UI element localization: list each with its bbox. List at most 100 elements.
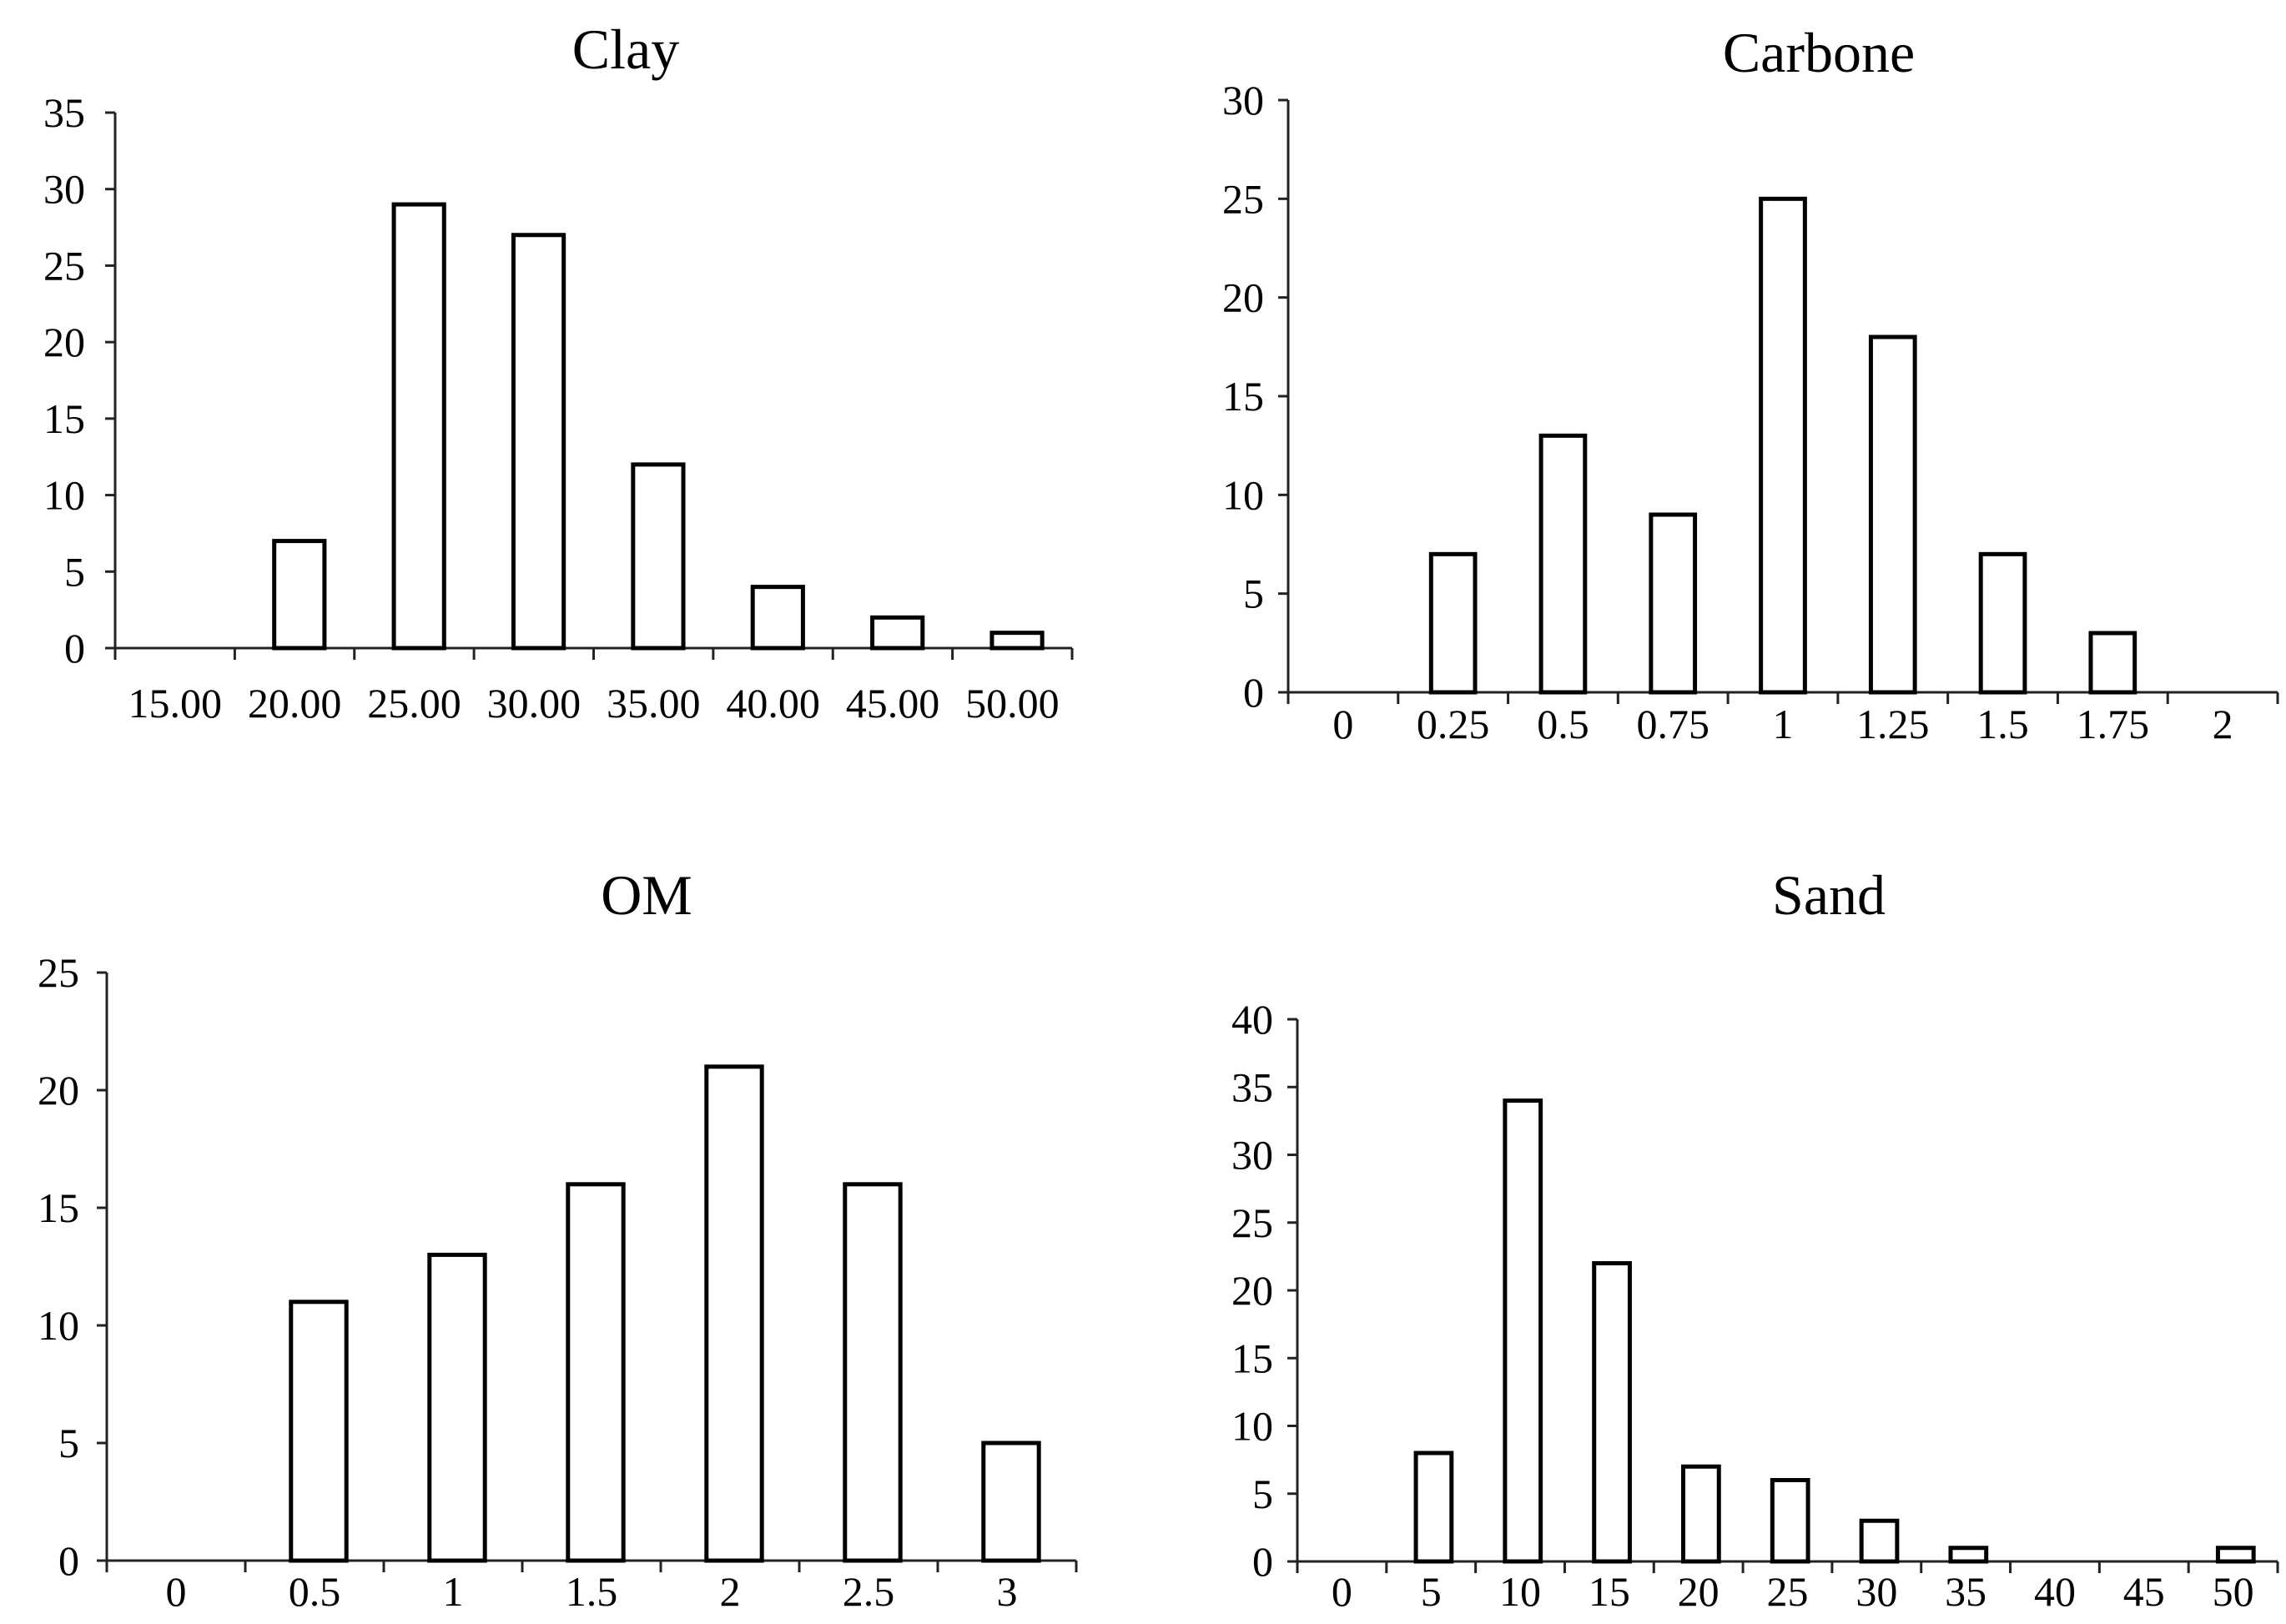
bar-sand-15 bbox=[1592, 1261, 1632, 1564]
y-tick-label: 35 bbox=[43, 89, 85, 136]
chart-panel-om: OM 0 5 10 15 20 25 0 0.5 1 1.5 2 2.5 3 bbox=[38, 863, 1078, 1615]
x-tick-label: 25.00 bbox=[367, 680, 461, 727]
y-tick-label: 5 bbox=[1252, 1471, 1273, 1517]
bar-clay-45.00 bbox=[870, 615, 925, 651]
y-tick-label: 40 bbox=[1231, 996, 1273, 1043]
y-tick-label: 15 bbox=[1231, 1335, 1273, 1381]
y-tick-label: 30 bbox=[1231, 1132, 1273, 1179]
x-tick-label: 15 bbox=[1589, 1568, 1630, 1615]
y-tick-label: 0 bbox=[64, 625, 85, 671]
y-tick-label: 20 bbox=[1231, 1267, 1273, 1314]
chart-panel-clay: Clay 0 5 10 15 20 25 30 35 15.00 20.00 25.00 30.00 35… bbox=[43, 18, 1074, 727]
y-tick-label: 25 bbox=[1222, 175, 1264, 222]
y-tick-label: 0 bbox=[58, 1537, 79, 1584]
y-tick-label: 25 bbox=[43, 242, 85, 289]
x-tick-label: 20.00 bbox=[248, 680, 342, 727]
bar-carbone-0.25 bbox=[1428, 551, 1478, 695]
y-tick-label: 10 bbox=[38, 1302, 79, 1349]
chart-title: OM bbox=[601, 863, 692, 927]
x-tick-label: 3 bbox=[997, 1568, 1018, 1615]
bar-om-1 bbox=[427, 1252, 487, 1563]
x-tick-label: 35.00 bbox=[607, 680, 701, 727]
y-tick-label: 25 bbox=[1231, 1199, 1273, 1246]
bar-carbone-0.5 bbox=[1538, 433, 1588, 695]
x-tick-label: 35 bbox=[1945, 1568, 1986, 1615]
x-tick-label: 30.00 bbox=[487, 680, 582, 727]
y-tick-label: 30 bbox=[1222, 77, 1264, 123]
x-tick-label: 50 bbox=[2213, 1568, 2254, 1615]
x-tick-label: 40.00 bbox=[726, 680, 820, 727]
bar-carbone-1.25 bbox=[1868, 334, 1917, 695]
x-tick-label: 25 bbox=[1767, 1568, 1809, 1615]
y-tick-label: 20 bbox=[38, 1067, 79, 1114]
bar-sand-25 bbox=[1770, 1478, 1810, 1564]
bar-clay-20.00 bbox=[272, 539, 327, 651]
y-tick-label: 5 bbox=[1243, 571, 1264, 617]
y-tick-label: 5 bbox=[64, 548, 85, 595]
y-tick-label: 10 bbox=[1222, 471, 1264, 518]
bar-clay-35.00 bbox=[631, 462, 686, 651]
x-tick-label: 0 bbox=[1332, 1568, 1352, 1615]
y-tick-label: 10 bbox=[43, 472, 85, 519]
x-tick-label: 45 bbox=[2123, 1568, 2165, 1615]
chart-title: Carbone bbox=[1723, 21, 1915, 84]
x-tick-label: 1.5 bbox=[566, 1568, 618, 1615]
bar-om-1.5 bbox=[566, 1182, 626, 1563]
bar-om-2 bbox=[704, 1064, 764, 1563]
y-tick-label: 15 bbox=[1222, 373, 1264, 420]
x-tick-label: 0.25 bbox=[1417, 701, 1490, 747]
y-tick-label: 20 bbox=[1222, 274, 1264, 321]
x-tick-label: 1 bbox=[443, 1568, 464, 1615]
bar-clay-30.00 bbox=[511, 233, 566, 651]
bar-carbone-1 bbox=[1759, 196, 1807, 695]
x-tick-label: 0 bbox=[1332, 701, 1353, 747]
bar-carbone-1.75 bbox=[2088, 631, 2137, 695]
bar-sand-35 bbox=[1948, 1546, 1989, 1564]
bar-om-3 bbox=[981, 1440, 1041, 1563]
bar-carbone-1.5 bbox=[1978, 551, 2027, 695]
bar-sand-20 bbox=[1681, 1464, 1721, 1564]
x-tick-label: 2 bbox=[2213, 701, 2233, 747]
bar-clay-40.00 bbox=[750, 585, 805, 651]
bar-om-0.5 bbox=[289, 1300, 349, 1563]
bar-clay-25.00 bbox=[391, 202, 446, 651]
bar-om-2.5 bbox=[843, 1182, 903, 1563]
x-tick-label: 0.5 bbox=[289, 1568, 341, 1615]
x-tick-label: 1 bbox=[1773, 701, 1794, 747]
bar-sand-30 bbox=[1859, 1518, 1900, 1564]
y-tick-label: 15 bbox=[43, 395, 85, 442]
y-tick-label: 5 bbox=[58, 1420, 79, 1466]
bar-carbone-0.75 bbox=[1649, 512, 1698, 695]
chart-panel-carbone: Carbone 0 5 10 15 20 25 30 0 0.25 0.5 0.75 1 1.25 1.5 1… bbox=[1222, 21, 2279, 747]
x-tick-label: 10 bbox=[1499, 1568, 1541, 1615]
chart-title: Clay bbox=[572, 18, 679, 81]
y-tick-label: 0 bbox=[1252, 1538, 1273, 1585]
y-tick-label: 30 bbox=[43, 166, 85, 213]
x-tick-label: 0.5 bbox=[1537, 701, 1589, 747]
x-tick-label: 45.00 bbox=[846, 680, 940, 727]
x-tick-label: 2 bbox=[720, 1568, 741, 1615]
y-tick-label: 35 bbox=[1231, 1063, 1273, 1110]
x-tick-label: 30 bbox=[1855, 1568, 1897, 1615]
x-tick-label: 0.75 bbox=[1636, 701, 1709, 747]
bar-clay-50.00 bbox=[989, 631, 1045, 651]
x-tick-label: 50.00 bbox=[965, 680, 1060, 727]
x-tick-label: 5 bbox=[1421, 1568, 1442, 1615]
x-tick-label: 40 bbox=[2034, 1568, 2076, 1615]
y-tick-label: 20 bbox=[43, 319, 85, 365]
y-tick-label: 25 bbox=[38, 949, 79, 996]
x-tick-label: 1.5 bbox=[1976, 701, 2029, 747]
x-tick-label: 2.5 bbox=[843, 1568, 895, 1615]
bar-sand-5 bbox=[1413, 1451, 1454, 1564]
bar-sand-50 bbox=[2215, 1546, 2256, 1564]
bar-sand-10 bbox=[1503, 1099, 1543, 1564]
x-tick-label: 20 bbox=[1678, 1568, 1720, 1615]
x-tick-label: 1.75 bbox=[2077, 701, 2150, 747]
x-tick-label: 0 bbox=[166, 1568, 187, 1615]
y-tick-label: 0 bbox=[1243, 669, 1264, 716]
y-tick-label: 10 bbox=[1231, 1403, 1273, 1450]
y-tick-label: 15 bbox=[38, 1184, 79, 1231]
x-tick-label: 15.00 bbox=[128, 680, 222, 727]
chart-title: Sand bbox=[1772, 863, 1886, 927]
